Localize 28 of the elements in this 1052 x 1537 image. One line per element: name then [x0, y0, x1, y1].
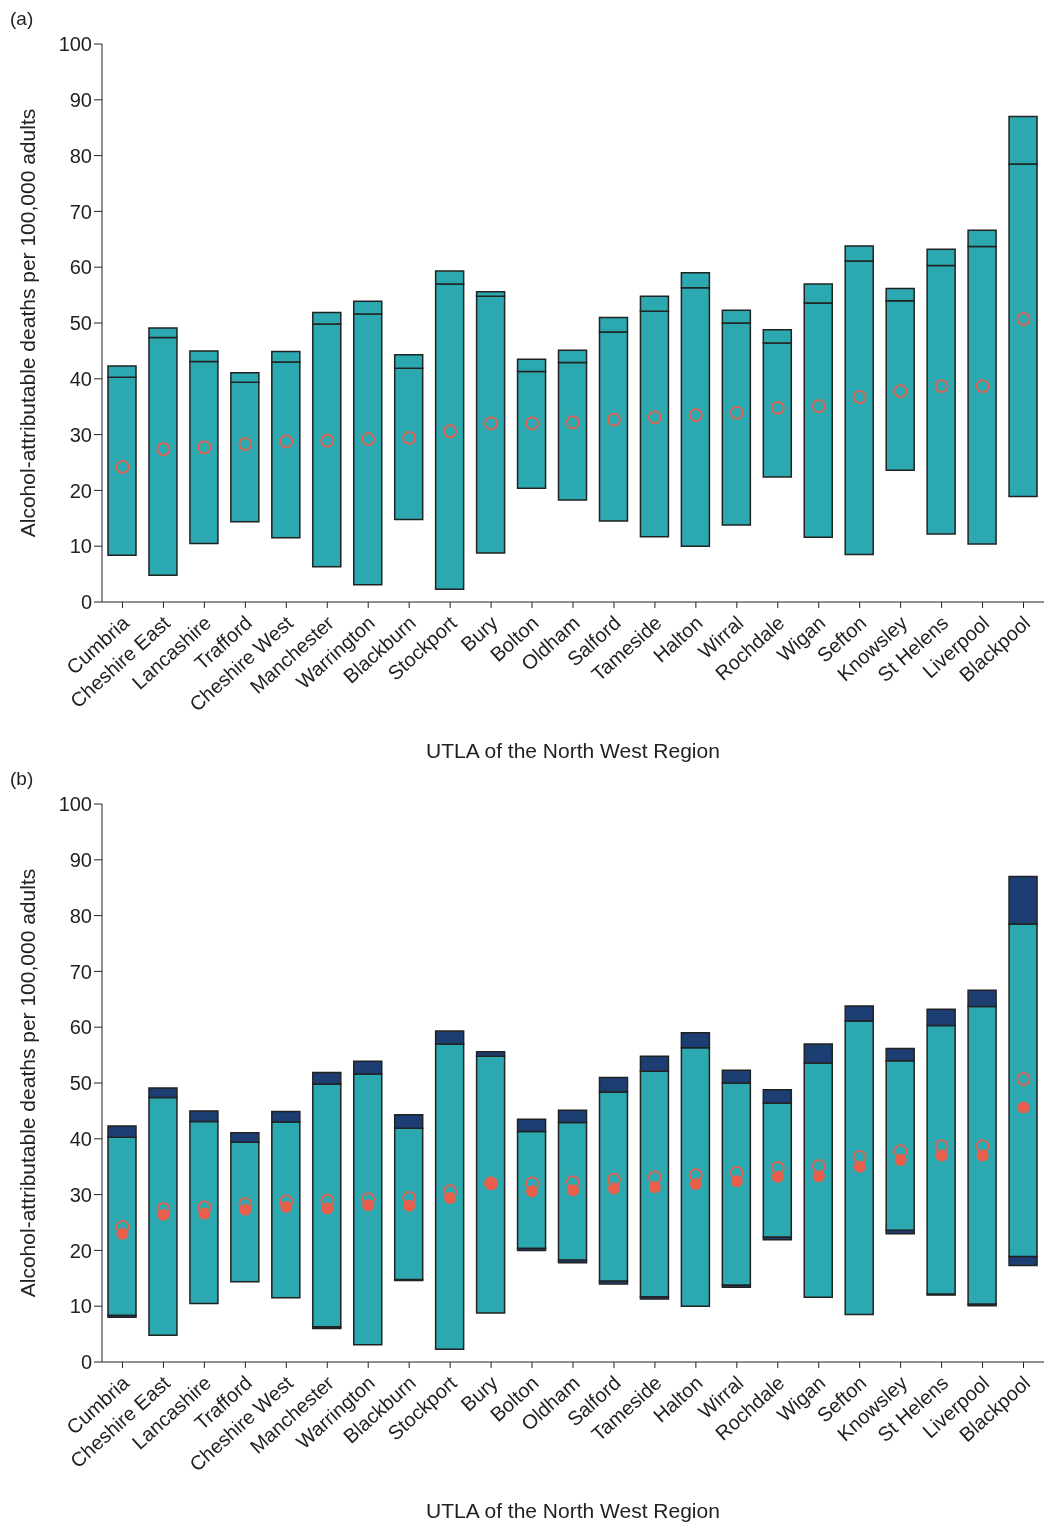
y-tick-label: 20 [69, 1239, 92, 1262]
y-tick-label: 10 [69, 535, 92, 558]
y-tick-label: 0 [80, 1351, 92, 1374]
y-tick-label: 80 [69, 904, 92, 927]
y-tick-label: 60 [69, 1016, 92, 1039]
y-tick-label: 50 [69, 1072, 92, 1095]
y-tick-label: 30 [69, 1183, 92, 1206]
y-tick-label: 20 [69, 479, 92, 502]
y-axis-title: Alcohol-attributable deaths per 100,000 adults [16, 868, 40, 1298]
y-tick-label: 60 [69, 256, 92, 279]
y-tick-label: 0 [80, 591, 92, 614]
y-tick-label: 90 [69, 848, 92, 871]
y-tick-label: 70 [69, 960, 92, 983]
chart-title: (a) [10, 8, 34, 30]
y-tick-label: 40 [69, 1127, 92, 1150]
y-tick-label: 100 [58, 33, 92, 56]
x-axis-title: UTLA of the North West Region [426, 739, 720, 762]
y-axis-title: Alcohol-attributable deaths per 100,000 adults [16, 108, 40, 538]
y-tick-label: 10 [69, 1295, 92, 1318]
y-tick-label: 90 [69, 88, 92, 111]
y-tick-label: 40 [69, 367, 92, 390]
y-tick-label: 100 [58, 793, 92, 816]
x-axis-title: UTLA of the North West Region [426, 1499, 720, 1522]
y-tick-label: 70 [69, 200, 92, 223]
chart-title: (b) [10, 768, 34, 790]
y-tick-label: 80 [69, 144, 92, 167]
y-tick-label: 30 [69, 423, 92, 446]
y-tick-label: 50 [69, 312, 92, 335]
